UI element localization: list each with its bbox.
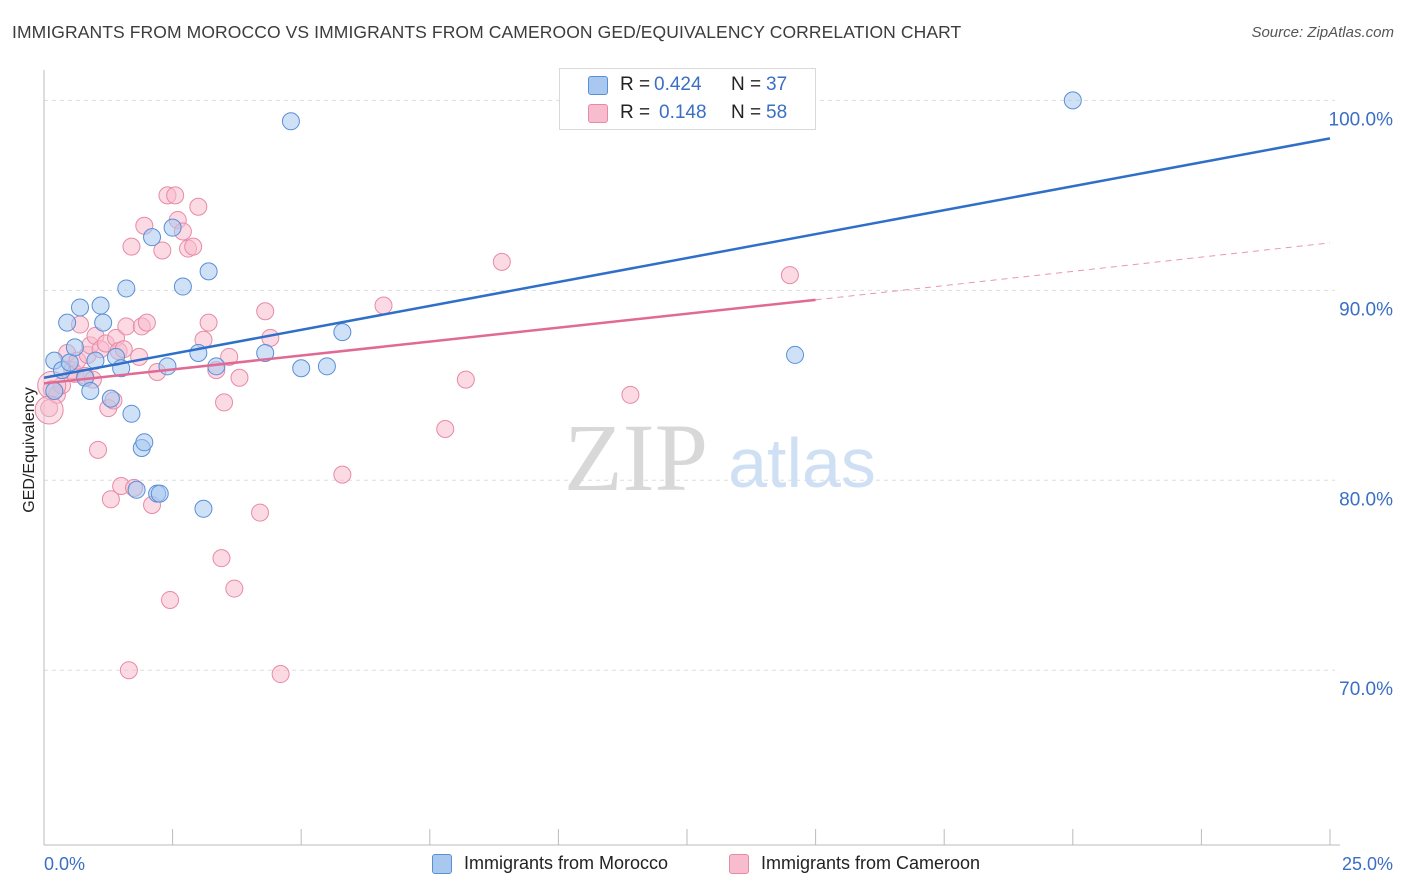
legend-swatch-cameroon [729,854,749,874]
morocco-point [292,359,311,378]
y-tick-label: 90.0% [1339,299,1393,320]
cameroon-point [119,661,138,680]
x-tick-label: 25.0% [1342,854,1393,874]
r-label: R = [620,102,651,123]
y-tick-label: 70.0% [1339,679,1393,700]
morocco-point [65,338,84,357]
cameroon-point [101,490,120,509]
n-value: 37 [766,74,788,95]
morocco-swatch [588,76,608,95]
cameroon-point [456,370,475,389]
cameroon-point [333,465,352,484]
morocco-trend-line [43,137,1331,379]
morocco-point [60,353,79,372]
cameroon-point [189,197,208,216]
cameroon-point [161,590,180,609]
morocco-point [1063,91,1082,110]
cameroon-trend-extension [815,242,1331,301]
legend-label-cameroon: Immigrants from Cameroon [761,853,981,873]
cameroon-point [199,313,218,332]
cameroon-point [225,579,244,598]
y-axis-label-wrap: GED/Equivalency [10,300,50,600]
morocco-point [150,484,169,503]
morocco-point [122,404,141,423]
y-tick-label: 80.0% [1339,489,1393,510]
stats-row-morocco: R = 0.424 N = 37 [560,74,815,98]
source-label: Source: ZipAtlas.com [1251,24,1394,41]
cameroon-point [220,347,239,366]
cameroon-point [153,241,172,260]
cameroon-point [215,393,234,412]
x-tick-label: 0.0% [44,854,85,874]
axes [43,70,1340,846]
cameroon-point [621,385,640,404]
morocco-point [199,262,218,281]
y-tick-label: 100.0% [1329,109,1394,130]
morocco-point [81,382,100,401]
morocco-point [786,345,805,364]
morocco-point [281,112,300,131]
morocco-point [317,357,336,376]
cameroon-point [251,503,270,522]
watermark: ZIP atlas [564,404,876,511]
morocco-point [158,357,177,376]
cameroon-point [130,347,149,366]
morocco-point [163,218,182,237]
correlation-stats-box: R = 0.424 N = 37 R = 0.148 N = 58 [559,68,816,130]
morocco-point [94,313,113,332]
morocco-point [71,298,90,317]
cameroon-point [89,440,108,459]
morocco-point [194,499,213,518]
morocco-point [135,433,154,452]
n-label: N = [731,74,762,95]
cameroon-point [780,266,799,285]
cameroon-swatch [588,104,608,123]
tick-labels: 70.0% 80.0% 90.0% 100.0% 0.0% 25.0% [44,109,1393,874]
stats-row-cameroon: R = 0.148 N = 58 [560,102,815,126]
grid-lines [44,99,1335,671]
r-value: 0.148 [659,102,707,123]
cameroon-point [230,368,249,387]
morocco-point [256,344,275,363]
cameroon-point [137,313,156,332]
morocco-point [143,228,162,247]
r-value: 0.424 [654,74,702,95]
morocco-point [117,279,136,298]
cameroon-point [184,237,203,256]
y-axis-label: GED/Equivalency [21,387,38,513]
morocco-point [58,313,77,332]
morocco-point [173,277,192,296]
cameroon-point [166,186,185,205]
legend-swatch-morocco [432,854,452,874]
cameroon-trend-line [43,298,816,385]
n-label: N = [731,102,762,123]
legend-label-morocco: Immigrants from Morocco [464,853,669,873]
cameroon-point [436,420,455,439]
morocco-point [101,389,120,408]
watermark-atlas: atlas [728,424,876,502]
cameroon-point [256,302,275,321]
cameroon-point [40,399,59,418]
chart-title: IMMIGRANTS FROM MOROCCO VS IMMIGRANTS FR… [12,22,962,42]
cameroon-point [212,549,231,568]
watermark-zip: ZIP [564,404,708,511]
r-label: R = [620,74,651,95]
cameroon-point [117,317,136,336]
morocco-point [127,480,146,499]
n-value: 58 [766,102,788,123]
cameroon-point [492,252,511,271]
cameroon-point [122,237,141,256]
morocco-point [91,296,110,315]
cameroon-point [374,296,393,315]
trend-lines [43,137,1331,385]
cameroon-point [271,665,290,684]
morocco-point [333,323,352,342]
